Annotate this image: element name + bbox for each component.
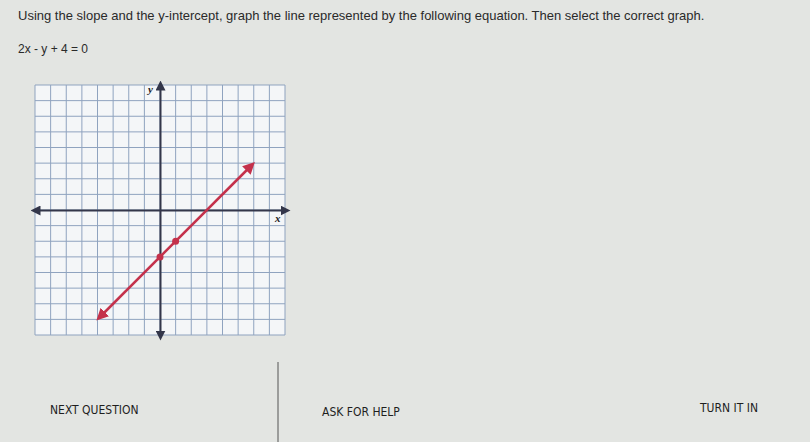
plot-background [35, 85, 285, 335]
grid-line-x [160, 85, 161, 335]
grid-line-y [35, 85, 285, 86]
instruction: Using the slope and the y-intercept, gra… [18, 8, 704, 23]
axis-line [160, 86, 162, 336]
screen: Using the slope and the y-intercept, gra… [0, 0, 810, 442]
data-line [101, 166, 251, 316]
x-axis-label: x [274, 212, 281, 224]
button[interactable]: ASK FOR HELP [322, 405, 400, 419]
grid [35, 85, 285, 335]
y-axis-label: y [146, 83, 153, 95]
y-axis [160, 86, 162, 336]
equation: 2x - y + 4 = 0 [18, 42, 88, 56]
divider [278, 362, 279, 442]
data-point [157, 253, 164, 260]
button[interactable]: TURN IT IN [699, 401, 758, 415]
button[interactable]: NEXT QUESTION [50, 403, 139, 417]
data-point [172, 238, 179, 245]
plot-data [101, 166, 251, 316]
